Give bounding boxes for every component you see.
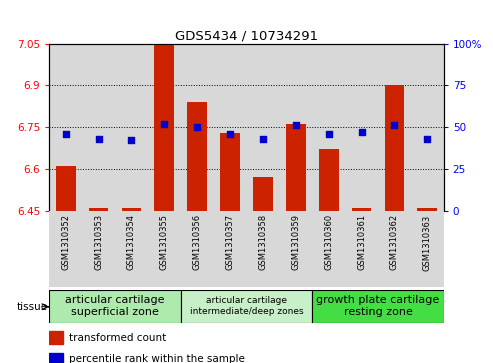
Text: tissue: tissue: [17, 302, 48, 312]
Bar: [352, 208, 371, 211]
Bar: [213, 44, 246, 211]
Text: articular cartilage
intermediate/deep zones: articular cartilage intermediate/deep zo…: [190, 296, 303, 316]
Bar: [148, 44, 181, 211]
Point: [292, 122, 300, 128]
Bar: [418, 208, 437, 211]
Bar: [345, 211, 378, 287]
Text: transformed count: transformed count: [69, 333, 166, 343]
Bar: [82, 211, 115, 287]
Text: growth plate cartilage
resting zone: growth plate cartilage resting zone: [317, 295, 440, 317]
Bar: [122, 208, 141, 211]
Text: GSM1310355: GSM1310355: [160, 214, 169, 270]
Point: [62, 131, 70, 136]
Bar: [49, 211, 82, 287]
Bar: [181, 211, 213, 287]
Text: GSM1310352: GSM1310352: [61, 214, 70, 270]
Bar: [187, 102, 207, 211]
Text: GSM1310354: GSM1310354: [127, 214, 136, 270]
Point: [357, 129, 365, 135]
Bar: [246, 211, 280, 287]
Text: GSM1310359: GSM1310359: [291, 214, 300, 270]
Bar: [49, 353, 63, 363]
Bar: [312, 44, 345, 211]
Point: [128, 138, 136, 143]
Text: GSM1310360: GSM1310360: [324, 214, 333, 270]
Point: [390, 122, 398, 128]
Point: [95, 136, 103, 142]
Bar: [378, 211, 411, 287]
Text: percentile rank within the sample: percentile rank within the sample: [69, 354, 245, 363]
Bar: [213, 211, 246, 287]
Point: [325, 131, 333, 136]
Bar: [148, 211, 181, 287]
Text: GSM1310357: GSM1310357: [226, 214, 235, 270]
Bar: [89, 208, 108, 211]
Bar: [345, 44, 378, 211]
Bar: [246, 44, 280, 211]
Text: GSM1310353: GSM1310353: [94, 214, 103, 270]
Bar: [411, 211, 444, 287]
Text: GSM1310362: GSM1310362: [390, 214, 399, 270]
Text: GSM1310358: GSM1310358: [258, 214, 267, 270]
Text: GSM1310361: GSM1310361: [357, 214, 366, 270]
Bar: [115, 211, 148, 287]
Bar: [378, 44, 411, 211]
Point: [193, 124, 201, 130]
Bar: [411, 44, 444, 211]
Bar: [49, 331, 63, 344]
Bar: [181, 290, 312, 323]
Text: GSM1310363: GSM1310363: [423, 214, 432, 270]
Title: GDS5434 / 10734291: GDS5434 / 10734291: [175, 29, 318, 42]
Bar: [280, 211, 312, 287]
Bar: [154, 44, 174, 211]
Bar: [286, 124, 306, 211]
Point: [226, 131, 234, 136]
Bar: [312, 290, 444, 323]
Point: [259, 136, 267, 142]
Text: GSM1310356: GSM1310356: [193, 214, 202, 270]
Bar: [115, 44, 148, 211]
Text: articular cartilage
superficial zone: articular cartilage superficial zone: [65, 295, 165, 317]
Bar: [312, 211, 345, 287]
Bar: [220, 132, 240, 211]
Bar: [319, 149, 339, 211]
Bar: [280, 44, 312, 211]
Bar: [385, 85, 404, 211]
Bar: [49, 44, 82, 211]
Point: [160, 121, 168, 127]
Bar: [56, 166, 75, 211]
Bar: [49, 290, 181, 323]
Bar: [253, 177, 273, 211]
Point: [423, 136, 431, 142]
Bar: [82, 44, 115, 211]
Bar: [181, 44, 213, 211]
